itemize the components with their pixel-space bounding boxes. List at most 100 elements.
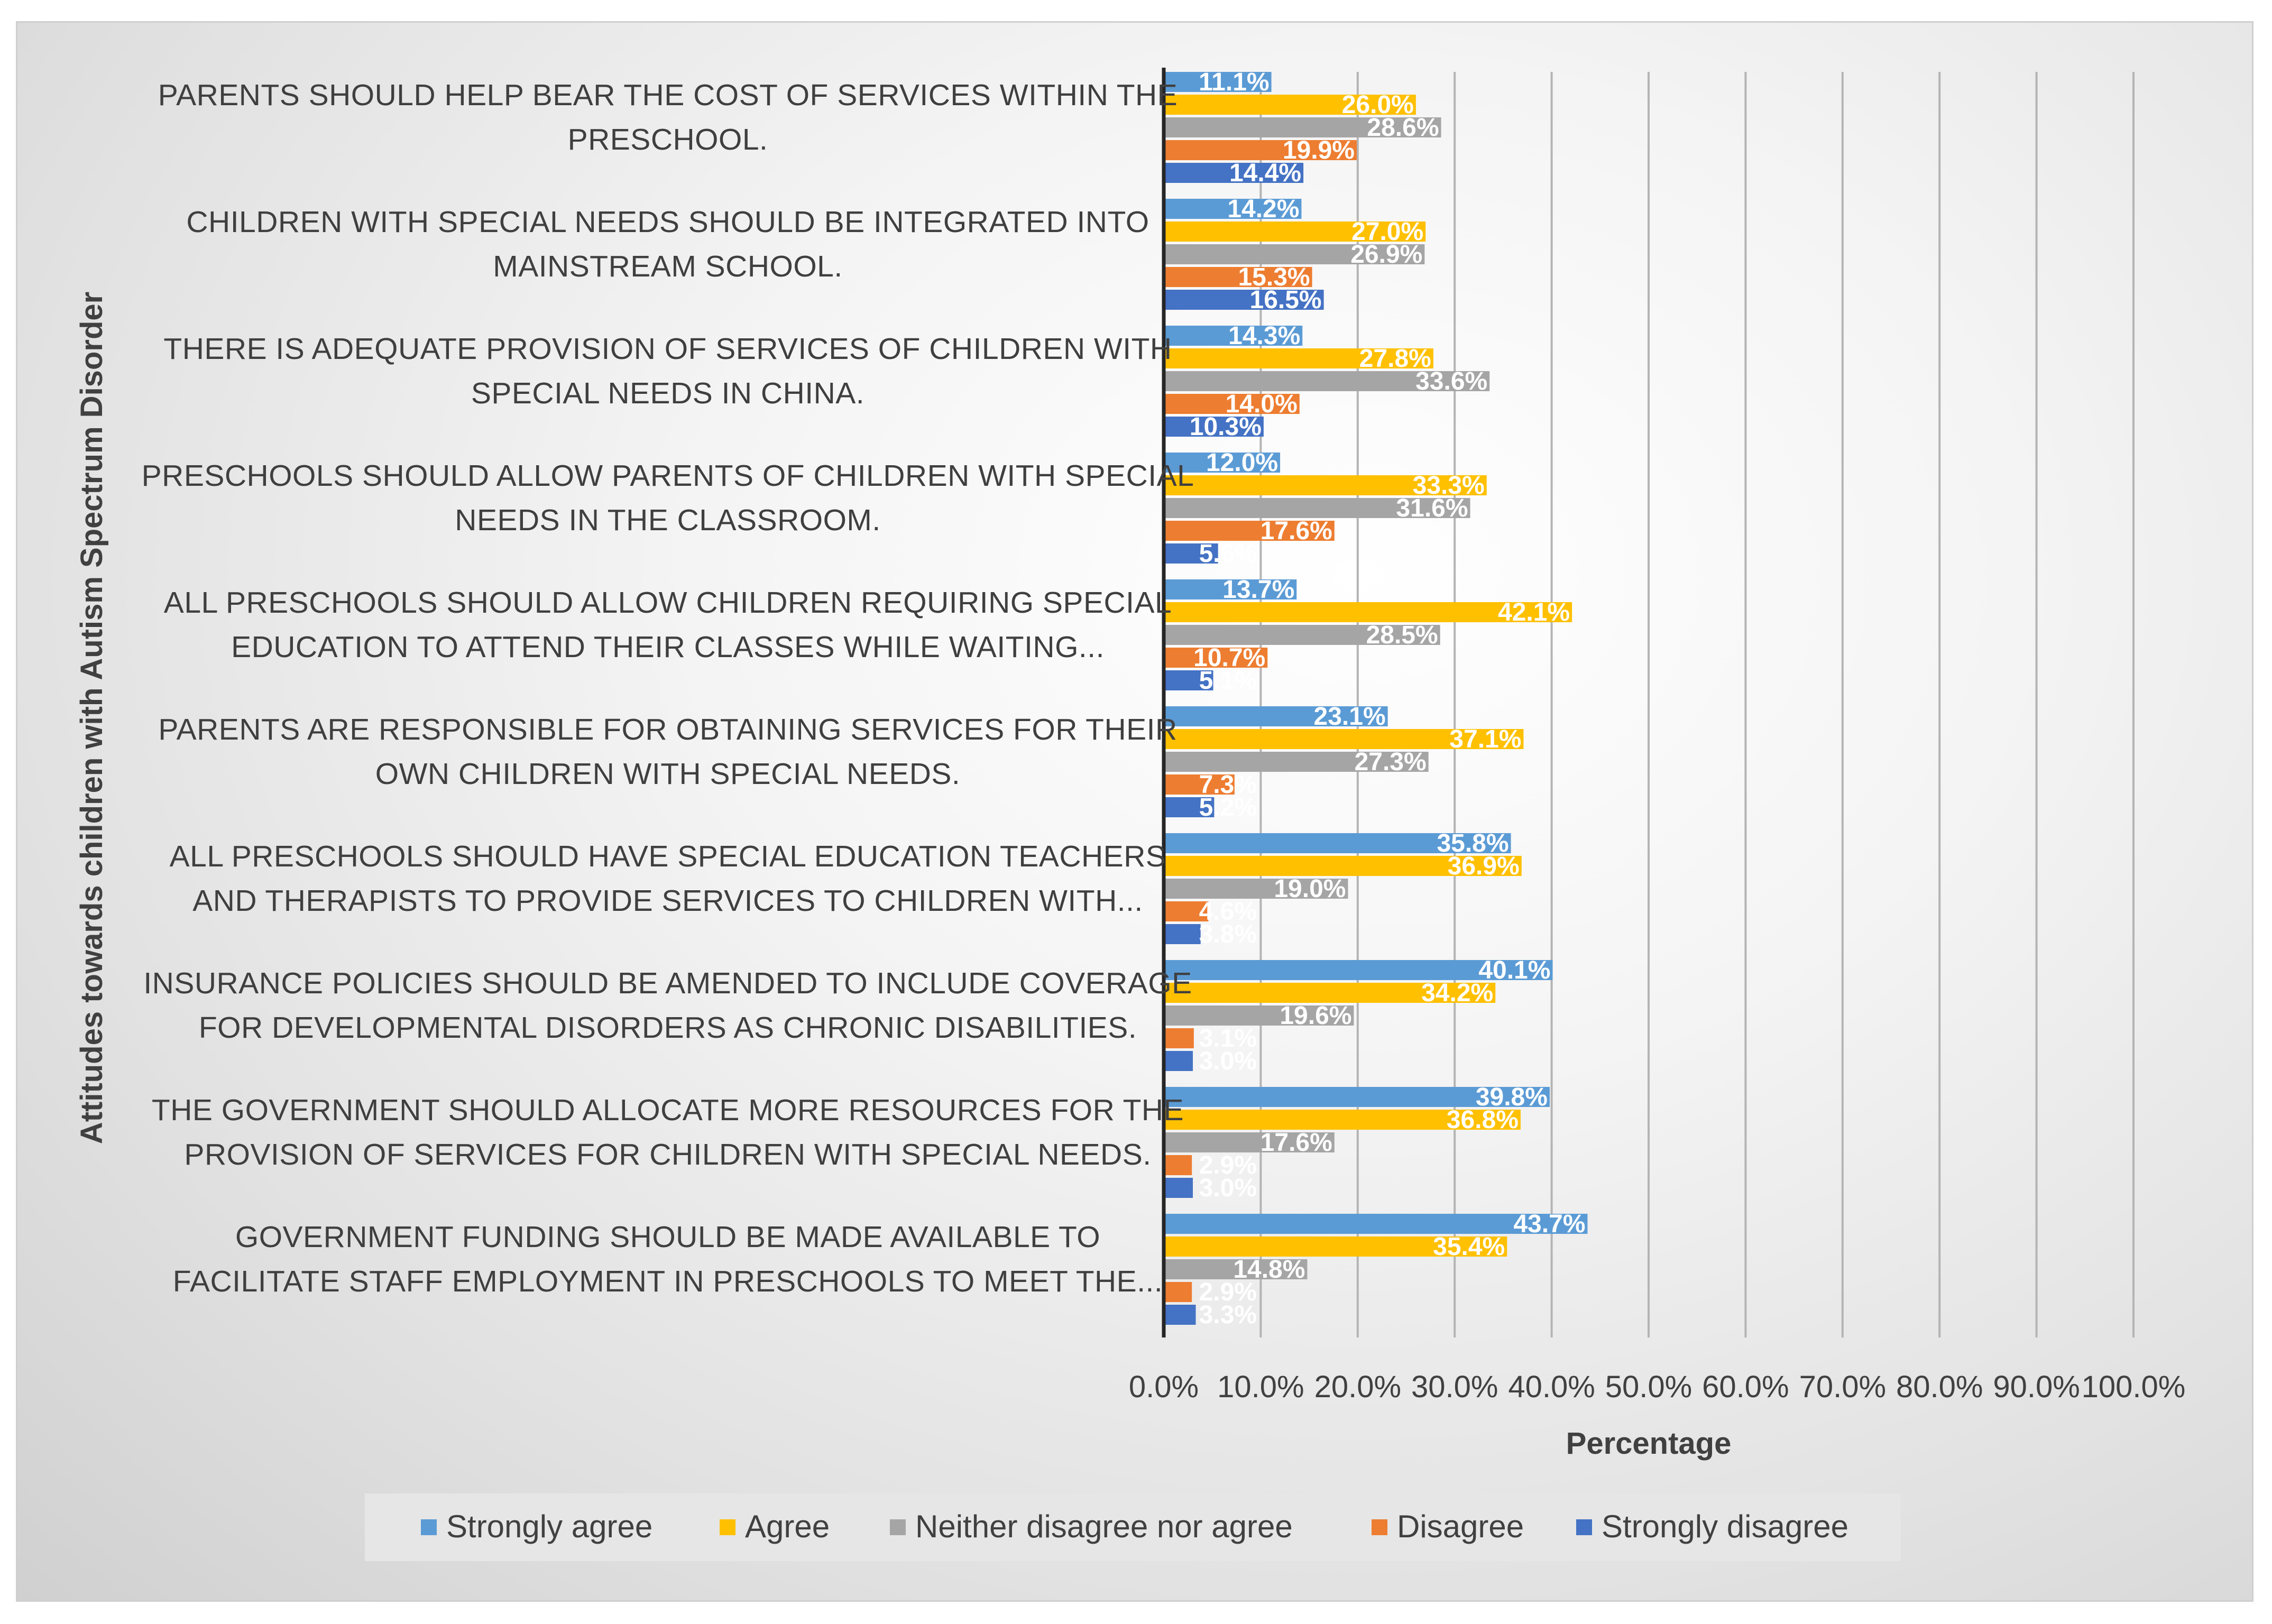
data-label: 4.6% bbox=[1199, 898, 1257, 926]
legend-label: Disagree bbox=[1397, 1509, 1524, 1544]
data-label: 3.1% bbox=[1199, 1025, 1257, 1053]
x-tick-label: 60.0% bbox=[1702, 1370, 1789, 1404]
bar-strongly-agree bbox=[1164, 960, 1553, 980]
data-label: 36.8% bbox=[1447, 1106, 1519, 1134]
data-label: 2.9% bbox=[1199, 1278, 1257, 1306]
data-label: 23.1% bbox=[1314, 703, 1386, 731]
data-label: 26.0% bbox=[1342, 91, 1414, 119]
legend-label: Agree bbox=[745, 1509, 830, 1544]
category-label: PRESCHOOL. bbox=[568, 123, 768, 156]
legend-box bbox=[365, 1493, 1901, 1561]
bar-agree bbox=[1164, 475, 1487, 495]
data-label: 33.3% bbox=[1413, 472, 1485, 500]
category-label: ALL PRESCHOOLS SHOULD ALLOW CHILDREN REQ… bbox=[164, 586, 1172, 620]
legend: Strongly agree Agree Neither disagree nor … bbox=[365, 1493, 1901, 1561]
data-label: 14.8% bbox=[1233, 1256, 1305, 1284]
category-label: GOVERNMENT FUNDING SHOULD BE MADE AVAILA… bbox=[235, 1220, 1100, 1254]
bar-neither-disagree-nor-agree bbox=[1164, 1005, 1354, 1026]
bar-strongly-disagree bbox=[1164, 1051, 1193, 1071]
category-label: PROVISION OF SERVICES FOR CHILDREN WITH … bbox=[184, 1138, 1151, 1171]
data-label: 31.6% bbox=[1396, 494, 1468, 522]
y-axis-title: Attitudes towards children with Autism S… bbox=[75, 292, 109, 1144]
data-label: 17.6% bbox=[1261, 517, 1332, 545]
bar-strongly-agree bbox=[1164, 706, 1388, 726]
bar-neither-disagree-nor-agree bbox=[1164, 117, 1441, 137]
data-label: 12.0% bbox=[1206, 449, 1278, 477]
category-label: PARENTS ARE RESPONSIBLE FOR OBTAINING SE… bbox=[158, 713, 1177, 746]
legend-swatch bbox=[421, 1519, 437, 1535]
x-tick-label: 40.0% bbox=[1508, 1370, 1595, 1404]
data-label: 3.3% bbox=[1199, 1301, 1257, 1329]
bar-agree bbox=[1164, 856, 1522, 876]
bar-neither-disagree-nor-agree bbox=[1164, 1132, 1335, 1152]
category-label: NEEDS IN THE CLASSROOM. bbox=[455, 503, 880, 537]
bar-strongly-disagree bbox=[1164, 417, 1264, 437]
data-label: 19.9% bbox=[1283, 136, 1355, 164]
data-label: 2.9% bbox=[1199, 1151, 1257, 1179]
data-label: 26.9% bbox=[1350, 241, 1422, 269]
data-label: 17.6% bbox=[1261, 1129, 1332, 1157]
data-label: 16.5% bbox=[1250, 286, 1322, 314]
category-label: EDUCATION TO ATTEND THEIR CLASSES WHILE … bbox=[231, 630, 1105, 664]
bar-disagree bbox=[1164, 394, 1300, 414]
bar-agree bbox=[1164, 1110, 1521, 1130]
legend-swatch bbox=[1576, 1519, 1592, 1535]
data-label: 19.6% bbox=[1280, 1002, 1351, 1030]
data-label: 33.6% bbox=[1415, 367, 1487, 395]
bar-neither-disagree-nor-agree bbox=[1164, 244, 1425, 264]
bar-neither-disagree-nor-agree bbox=[1164, 371, 1490, 391]
data-label: 27.3% bbox=[1355, 748, 1427, 776]
data-label: 5.6% bbox=[1199, 540, 1257, 568]
data-label: 39.8% bbox=[1476, 1083, 1548, 1111]
category-label: THERE IS ADEQUATE PROVISION OF SERVICES … bbox=[163, 332, 1172, 366]
bar-strongly-disagree bbox=[1164, 924, 1201, 944]
data-label: 14.3% bbox=[1228, 322, 1300, 350]
bar-agree bbox=[1164, 95, 1416, 115]
bar-strongly-agree bbox=[1164, 833, 1511, 853]
bar-neither-disagree-nor-agree bbox=[1164, 879, 1348, 899]
bar-agree bbox=[1164, 983, 1496, 1003]
x-axis-title: Percentage bbox=[1566, 1426, 1732, 1461]
bar-strongly-agree bbox=[1164, 1087, 1550, 1107]
legend-label: Strongly disagree bbox=[1602, 1509, 1848, 1544]
data-label: 28.6% bbox=[1367, 114, 1439, 142]
bar-disagree bbox=[1164, 521, 1335, 541]
bar-strongly-agree bbox=[1164, 199, 1302, 219]
gridlines bbox=[1259, 72, 2135, 1337]
bar-agree bbox=[1164, 348, 1433, 368]
bar-neither-disagree-nor-agree bbox=[1164, 752, 1429, 772]
data-label: 37.1% bbox=[1449, 725, 1521, 753]
data-label: 42.1% bbox=[1498, 598, 1570, 626]
data-label: 14.0% bbox=[1226, 390, 1298, 418]
category-label: FOR DEVELOPMENTAL DISORDERS AS CHRONIC D… bbox=[199, 1011, 1137, 1045]
bar-strongly-disagree bbox=[1164, 797, 1215, 817]
data-label: 14.4% bbox=[1229, 159, 1301, 187]
bar-strongly-disagree bbox=[1164, 290, 1324, 310]
bar-disagree bbox=[1164, 648, 1268, 668]
bar-disagree bbox=[1164, 267, 1312, 287]
x-tick-label: 90.0% bbox=[1993, 1370, 2080, 1404]
bar-disagree bbox=[1164, 1282, 1192, 1302]
bar-disagree bbox=[1164, 1028, 1194, 1048]
category-label: MAINSTREAM SCHOOL. bbox=[493, 250, 842, 283]
bars bbox=[1164, 72, 1588, 1325]
data-label: 11.1% bbox=[1199, 68, 1269, 96]
category-label: PRESCHOOLS SHOULD ALLOW PARENTS OF CHILD… bbox=[142, 459, 1194, 493]
data-label: 34.2% bbox=[1421, 979, 1493, 1007]
data-label: 15.3% bbox=[1238, 263, 1310, 291]
data-label: 27.8% bbox=[1359, 345, 1431, 373]
bar-disagree bbox=[1164, 140, 1357, 160]
x-tick-label: 20.0% bbox=[1314, 1370, 1401, 1404]
legend-swatch bbox=[1372, 1519, 1387, 1535]
category-label: OWN CHILDREN WITH SPECIAL NEEDS. bbox=[375, 757, 961, 791]
bar-strongly-disagree bbox=[1164, 1178, 1193, 1198]
x-tick-label: 30.0% bbox=[1411, 1370, 1498, 1404]
category-label: FACILITATE STAFF EMPLOYMENT IN PRESCHOOL… bbox=[173, 1265, 1163, 1298]
legend-label: Neither disagree nor agree bbox=[915, 1509, 1293, 1544]
data-label: 19.0% bbox=[1274, 875, 1346, 903]
data-label: 35.4% bbox=[1433, 1233, 1505, 1261]
bar-agree bbox=[1164, 602, 1572, 622]
attitudes-bar-chart: 0.0% 10.0% 20.0% 30.0% 40.0% 50.0% 60.0% 70.0% 8… bbox=[75, 68, 2185, 1561]
x-tick-label: 70.0% bbox=[1799, 1370, 1886, 1404]
data-label: 10.7% bbox=[1193, 644, 1265, 672]
